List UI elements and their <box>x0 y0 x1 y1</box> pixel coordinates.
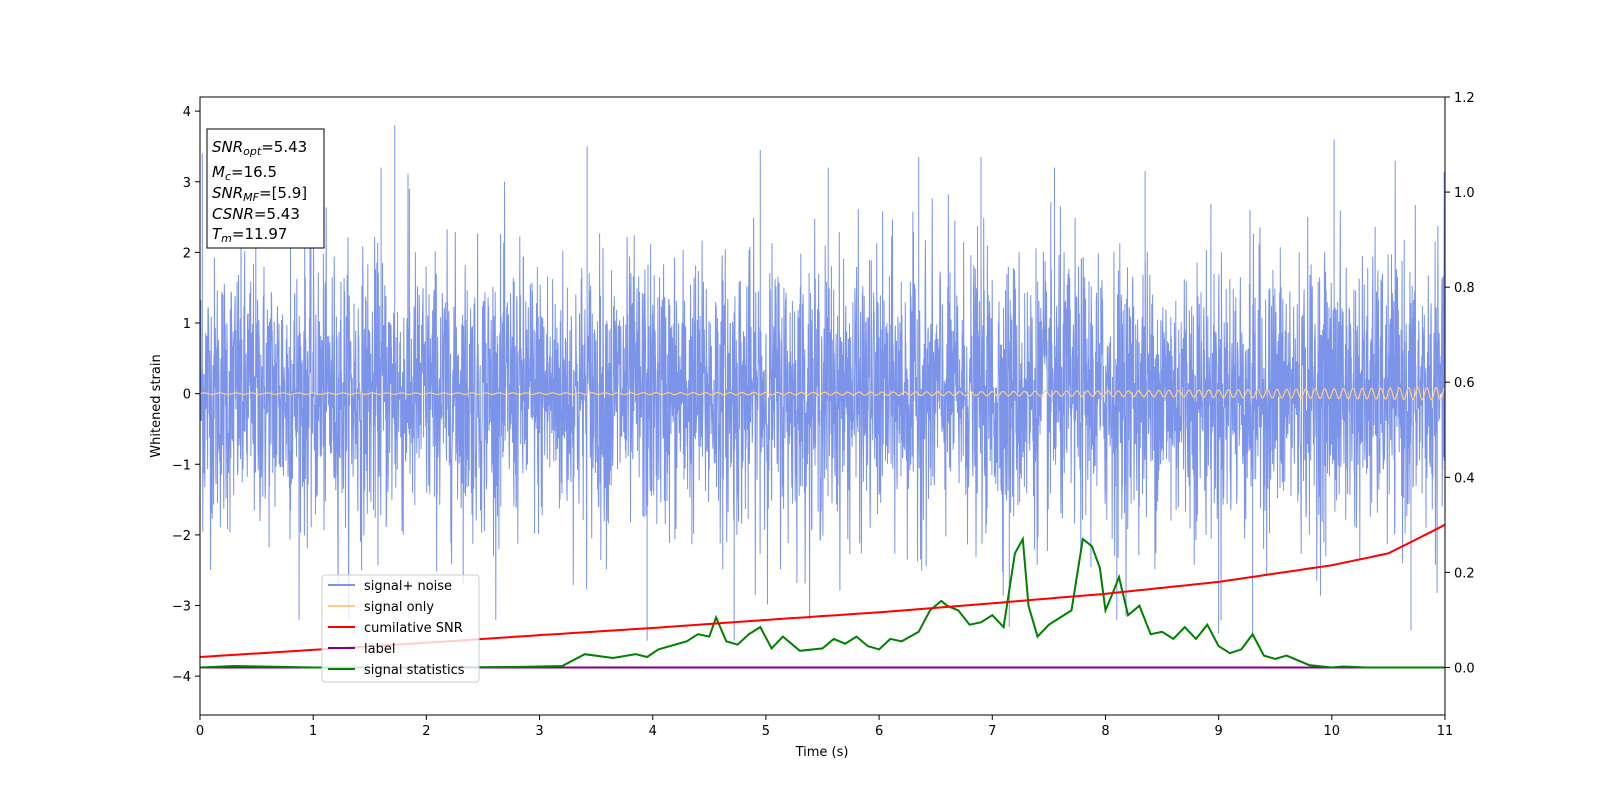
x-tick-label: 6 <box>875 724 883 739</box>
mc-subscript: c <box>225 170 231 183</box>
x-tick-label: 10 <box>1324 724 1341 739</box>
annotation-snr-opt: SNRopt=5.43 <box>212 138 307 158</box>
legend-label-cumilative-snr: cumilative SNR <box>364 621 463 636</box>
y-tick-label: −1 <box>172 458 191 473</box>
x-tick-label: 0 <box>196 724 204 739</box>
x-tick-label: 8 <box>1101 724 1109 739</box>
x-tick-label: 2 <box>422 724 430 739</box>
y2-tick-label: 0.8 <box>1454 281 1475 296</box>
snr-opt-symbol: SNR <box>212 138 243 156</box>
y2-tick-label: 1.2 <box>1454 91 1475 106</box>
tm-symbol: T <box>212 225 223 243</box>
x-tick-label: 9 <box>1214 724 1222 739</box>
y-tick-label: −2 <box>172 529 191 544</box>
tm-subscript: m <box>221 232 232 245</box>
annotation-box-frame <box>206 128 325 249</box>
axis-ticks: 0 1 2 3 4 5 6 7 8 9 10 1143210−1−2−3−41.21.00.80.60… <box>172 91 1475 739</box>
legend-frame <box>321 574 480 683</box>
annotation-box: SNRopt=5.43 Mc=16.5 SNRMF=[5.9] CSNR=5.4… <box>206 128 325 249</box>
series-line-signal-noise <box>200 125 1445 641</box>
snr-mf-value: =[5.9] <box>259 184 307 202</box>
snr-opt-subscript: opt <box>243 145 262 158</box>
y-tick-label: 0 <box>183 388 191 403</box>
legend: signal+ noise signal only cumilative SNR… <box>321 574 480 683</box>
x-tick-label: 1 <box>309 724 317 739</box>
series-line-signal-only <box>200 386 1445 401</box>
csnr-value: =5.43 <box>254 205 300 223</box>
y2-tick-label: 1.0 <box>1454 186 1475 201</box>
y2-tick-label: 0.2 <box>1454 566 1475 581</box>
y2-tick-label: 0.0 <box>1454 661 1475 676</box>
mc-value: =16.5 <box>231 163 277 181</box>
y-tick-label: 3 <box>183 176 191 191</box>
legend-label-signal-noise: signal+ noise <box>364 579 452 594</box>
snr-opt-value: =5.43 <box>261 138 307 156</box>
legend-label-signal-statistics: signal statistics <box>364 663 465 678</box>
csnr-symbol: CSNR <box>212 205 254 223</box>
x-axis-label: Time (s) <box>795 745 849 760</box>
tm-value: =11.97 <box>232 225 288 243</box>
snr-mf-symbol: SNR <box>212 184 243 202</box>
y-tick-label: −3 <box>172 600 191 615</box>
x-tick-label: 3 <box>535 724 543 739</box>
annotation-tm: Tm=11.97 <box>212 225 287 245</box>
axes-frame <box>199 96 1446 716</box>
annotation-snr-mf: SNRMF=[5.9] <box>212 184 307 204</box>
legend-label-signal-only: signal only <box>364 600 434 615</box>
y-axis-label: Whitened strain <box>149 354 164 457</box>
y2-tick-label: 0.6 <box>1454 376 1475 391</box>
annotation-mc: Mc=16.5 <box>212 163 277 183</box>
y-tick-label: 1 <box>183 317 191 332</box>
x-tick-label: 5 <box>762 724 770 739</box>
annotation-csnr: CSNR=5.43 <box>212 205 300 223</box>
x-tick-label: 11 <box>1437 724 1454 739</box>
x-tick-label: 4 <box>649 724 657 739</box>
legend-label-label: label <box>364 642 395 657</box>
y-tick-label: −4 <box>172 670 191 685</box>
y-tick-label: 4 <box>183 105 191 120</box>
mc-symbol: M <box>212 163 225 181</box>
y-tick-label: 2 <box>183 246 191 261</box>
series-line-signal-statistics <box>200 535 1445 669</box>
snr-mf-subscript: MF <box>243 191 259 204</box>
y2-tick-label: 0.4 <box>1454 471 1475 486</box>
x-tick-label: 7 <box>988 724 996 739</box>
